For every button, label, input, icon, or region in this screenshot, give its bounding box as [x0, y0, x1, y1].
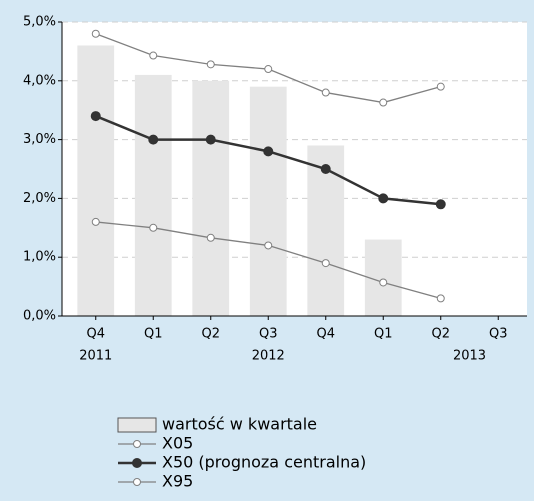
marker: [321, 259, 330, 268]
x-tick-label: Q1: [144, 327, 163, 342]
y-tick-label: 2,0%: [23, 191, 56, 206]
marker: [263, 146, 274, 157]
bar: [249, 86, 287, 317]
marker: [148, 134, 159, 145]
legend-label: X05: [162, 434, 193, 453]
legend-label: X50 (prognoza centralna): [162, 453, 366, 472]
legend-label: X95: [162, 472, 193, 491]
marker: [206, 60, 215, 69]
marker: [435, 199, 446, 210]
bar: [134, 74, 172, 316]
legend-label: wartość w kwartale: [162, 415, 317, 434]
legend-swatch: [117, 417, 157, 433]
year-label: 2013: [453, 349, 486, 364]
x-tick-label: Q2: [431, 327, 450, 342]
marker: [206, 233, 215, 242]
marker: [90, 111, 101, 122]
marker: [378, 193, 389, 204]
bar: [192, 80, 230, 316]
y-tick-label: 3,0%: [23, 132, 56, 147]
x-tick-label: Q2: [201, 327, 220, 342]
y-tick-label: 5,0%: [23, 15, 56, 30]
bar: [77, 45, 115, 317]
legend-marker: [133, 478, 141, 486]
x-tick-label: Q1: [374, 327, 393, 342]
legend-marker: [133, 440, 141, 448]
x-tick-label: Q3: [259, 327, 278, 342]
year-label: 2012: [252, 349, 285, 364]
x-tick-label: Q4: [86, 327, 105, 342]
x-tick-label: Q3: [489, 327, 508, 342]
y-tick-label: 0,0%: [23, 309, 56, 324]
year-label: 2011: [79, 349, 112, 364]
marker: [379, 278, 388, 287]
y-tick-label: 4,0%: [23, 73, 56, 88]
marker: [436, 82, 445, 91]
x-tick-label: Q4: [316, 327, 335, 342]
marker: [379, 98, 388, 107]
marker: [149, 223, 158, 232]
plot-area: [62, 22, 527, 316]
marker: [264, 241, 273, 250]
marker: [264, 65, 273, 74]
marker: [91, 29, 100, 38]
marker: [320, 164, 331, 174]
marker: [91, 217, 100, 226]
marker: [205, 134, 216, 145]
marker: [321, 88, 330, 97]
legend-marker: [132, 458, 142, 468]
marker: [436, 294, 445, 303]
y-tick-label: 1,0%: [23, 250, 56, 265]
marker: [149, 51, 158, 60]
